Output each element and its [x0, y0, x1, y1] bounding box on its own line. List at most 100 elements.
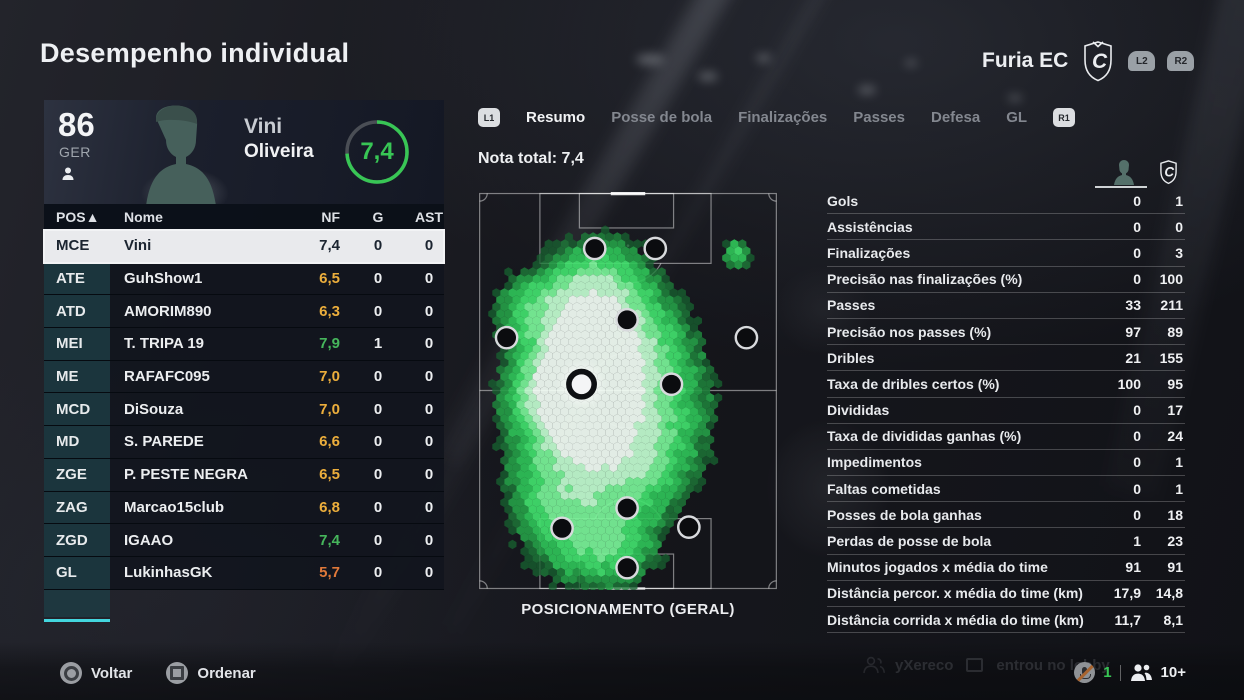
table-row[interactable]: MEI T. TRIPA 19 7,9 1 0 — [44, 328, 444, 361]
stat-team: 100 — [1159, 271, 1183, 288]
table-row[interactable]: ATE GuhShow1 6,5 0 0 — [44, 262, 444, 296]
footer-left: Voltar Ordenar — [60, 662, 256, 684]
l2-trigger-button[interactable]: L2 — [1128, 51, 1156, 71]
player-dot[interactable] — [550, 516, 574, 541]
player-dot[interactable] — [582, 236, 607, 261]
stat-row: Taxa de divididas ganhas (%) 0 24 — [827, 424, 1185, 450]
r1-bumper-button[interactable]: R1 — [1053, 108, 1076, 127]
stat-player: 97 — [1125, 323, 1141, 340]
cell-ast: 0 — [424, 368, 434, 386]
stat-row: Minutos jogados x média do time 91 91 — [827, 555, 1185, 581]
l1-bumper-button[interactable]: L1 — [478, 108, 500, 127]
background-banner — [758, 250, 888, 370]
stat-team: 91 — [1167, 559, 1183, 576]
column-header-g[interactable]: G — [372, 209, 384, 225]
ordenar-button[interactable]: Ordenar — [166, 662, 256, 684]
cell-nf: 7,4 — [319, 237, 340, 255]
stat-team: 155 — [1159, 349, 1183, 366]
player-dot[interactable] — [643, 236, 668, 261]
player-dot[interactable] — [734, 325, 759, 350]
stat-row: Posses de bola ganhas 0 18 — [827, 502, 1185, 529]
stat-row: Gols 0 1 — [827, 188, 1185, 215]
stat-label: Precisão nas finalizações (%) — [827, 271, 1023, 288]
player-dot[interactable] — [494, 325, 519, 350]
tab-gl[interactable]: GL — [1006, 109, 1028, 126]
player-overall: 86 — [58, 106, 95, 143]
team-name: Furia EC — [982, 49, 1069, 72]
stat-label: Minutos jogados x média do time — [827, 559, 1048, 576]
column-header-ast[interactable]: AST — [415, 209, 443, 225]
stat-team: 1 — [1175, 192, 1183, 209]
tabs-row: L1 Resumo Posse de bola Finalizações Passes… — [478, 108, 1076, 127]
svg-text:C: C — [1092, 50, 1108, 73]
selected-player-dot[interactable] — [566, 368, 597, 400]
cell-ast: 0 — [424, 531, 434, 549]
stat-row: Divididas 0 17 — [827, 398, 1185, 424]
player-dot[interactable] — [615, 555, 639, 580]
cell-ast: 0 — [424, 498, 434, 516]
table-row[interactable]: ME RAFAFC095 7,0 0 0 — [44, 360, 444, 394]
player-dot[interactable] — [659, 372, 684, 397]
roster-scrollbar[interactable] — [44, 618, 110, 622]
tab-resumo[interactable]: Resumo — [526, 109, 586, 126]
background-crest — [748, 398, 908, 578]
tab-passes[interactable]: Passes — [853, 109, 905, 126]
pitch-caption: POSICIONAMENTO (GERAL) — [521, 601, 735, 618]
stat-label: Divididas — [827, 402, 890, 419]
player-dot[interactable] — [615, 496, 639, 520]
column-header-pos[interactable]: POS▲ — [56, 209, 100, 225]
stat-label: Precisão nos passes (%) — [827, 323, 992, 340]
total-rating-label: Nota total: 7,4 — [478, 150, 584, 167]
stat-row: Distância percor. x média do time (km) 17… — [827, 581, 1185, 607]
cell-g: 0 — [373, 531, 383, 549]
table-row[interactable]: GL LukinhasGK 5,7 0 0 — [44, 556, 444, 590]
ceiling-light — [858, 86, 876, 94]
cell-g: 0 — [373, 498, 383, 516]
cell-ast: 0 — [424, 270, 434, 288]
team-column-icon: C — [1143, 159, 1185, 188]
cell-g: 0 — [373, 400, 383, 418]
roster-body: MCE Vini 7,4 0 0 ATE GuhShow1 6,5 0 0 ATD AMORIM890… — [43, 229, 445, 590]
cell-pos: MCD — [44, 393, 110, 426]
tab-finaliza-es[interactable]: Finalizações — [738, 109, 828, 126]
cell-nf: 6,6 — [319, 433, 340, 451]
table-row[interactable]: ZGE P. PESTE NEGRA 6,5 0 0 — [44, 458, 444, 492]
stat-row: Assistências 0 0 — [827, 214, 1185, 241]
cell-pos: ZAG — [44, 491, 110, 524]
cell-ast: 0 — [424, 466, 434, 484]
cell-g: 0 — [373, 564, 383, 582]
pitch-heatmap — [478, 191, 778, 592]
page-title: Desempenho individual — [40, 38, 350, 68]
cell-nf: 7,4 — [319, 531, 340, 549]
cell-nf: 6,3 — [319, 302, 340, 320]
tab-posse-de-bola[interactable]: Posse de bola — [611, 109, 713, 126]
match-rating-value: 7,4 — [360, 138, 394, 165]
stat-team: 211 — [1160, 297, 1183, 314]
tabs: Resumo Posse de bola Finalizações Passes Def… — [526, 109, 1027, 126]
table-row[interactable]: MD S. PAREDE 6,6 0 0 — [44, 426, 444, 459]
stat-team: 18 — [1167, 506, 1183, 523]
cell-g: 0 — [373, 433, 383, 451]
stat-player: 21 — [1125, 349, 1141, 366]
table-row[interactable]: MCD DiSouza 7,0 0 0 — [44, 393, 444, 427]
stat-row: Faltas cometidas 0 1 — [827, 476, 1185, 503]
stat-team: 1 — [1175, 454, 1183, 471]
r2-trigger-button[interactable]: R2 — [1167, 51, 1195, 71]
svg-text:C: C — [1164, 165, 1174, 180]
voltar-label: Voltar — [91, 664, 133, 682]
tab-defesa[interactable]: Defesa — [930, 109, 981, 126]
stat-player: 0 — [1133, 192, 1141, 209]
cell-g: 0 — [373, 466, 383, 484]
column-header-nf[interactable]: NF — [321, 209, 340, 225]
player-dot[interactable] — [615, 307, 639, 332]
column-header-name[interactable]: Nome — [124, 209, 163, 225]
stat-player: 0 — [1133, 244, 1141, 261]
table-row[interactable]: ATD AMORIM890 6,3 0 0 — [44, 295, 444, 329]
stat-label: Taxa de dribles certos (%) — [827, 375, 1000, 392]
stat-row: Perdas de posse de bola 1 23 — [827, 528, 1185, 555]
table-row[interactable]: MCE Vini 7,4 0 0 — [43, 229, 445, 264]
voltar-button[interactable]: Voltar — [60, 662, 132, 684]
table-row[interactable]: ZGD IGAAO 7,4 0 0 — [44, 524, 444, 557]
player-dot[interactable] — [677, 515, 701, 539]
table-row[interactable]: ZAG Marcao15club 6,8 0 0 — [44, 491, 444, 525]
